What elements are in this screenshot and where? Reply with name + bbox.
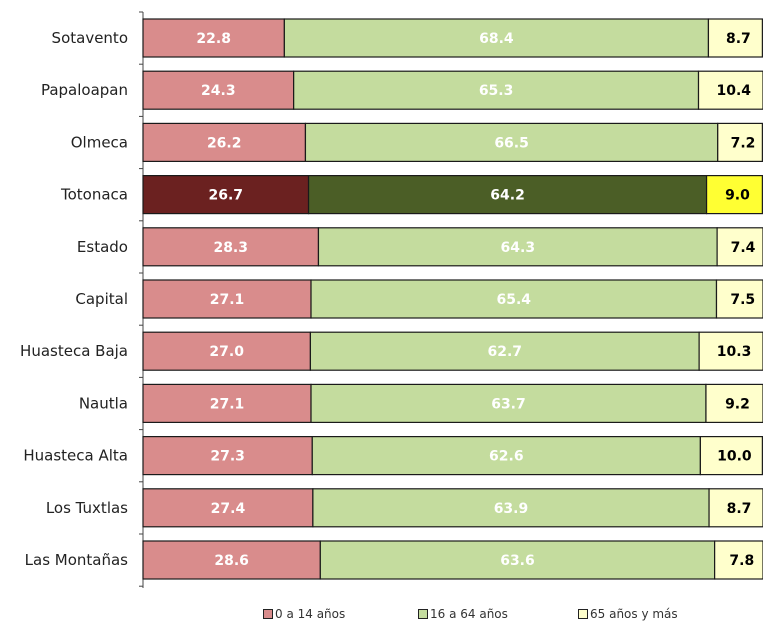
value-label-capital-series-2: 7.5: [730, 292, 755, 308]
category-label-huasteca-baja: Huasteca Baja: [20, 342, 128, 360]
value-label-sotavento-series-1: 68.4: [479, 31, 514, 47]
bar-olmeca-series-0: [142, 122, 307, 163]
value-label-sotavento-series-2: 8.7: [726, 31, 751, 47]
bar-olmeca-series-2: [717, 122, 763, 163]
bar-capital-series-1: [310, 279, 718, 319]
bar-papaloapan-series-2: [697, 70, 763, 110]
value-label-huasteca-baja-series-1: 62.7: [487, 344, 522, 360]
value-label-las-montanas-series-2: 7.8: [729, 553, 754, 569]
value-label-nautla-series-2: 9.2: [725, 396, 750, 412]
value-label-olmeca-series-1: 66.5: [494, 135, 529, 151]
value-label-estado-series-2: 7.4: [731, 240, 756, 256]
value-label-nautla-series-1: 63.7: [491, 396, 526, 412]
bar-huasteca-baja-series-0: [142, 331, 311, 371]
bar-huasteca-baja-series-2: [698, 331, 763, 371]
category-label-estado: Estado: [77, 238, 128, 256]
legend-label-16-64: 16 a 64 años: [430, 607, 508, 621]
legend-label-65-plus: 65 años y más: [590, 607, 678, 621]
value-label-capital-series-0: 27.1: [210, 292, 245, 308]
value-label-sotavento-series-0: 22.8: [196, 31, 231, 47]
value-label-los-tuxtlas-series-1: 63.9: [494, 501, 529, 517]
value-label-papaloapan-series-1: 65.3: [479, 83, 514, 99]
value-label-huasteca-alta-series-0: 27.3: [210, 449, 245, 465]
bar-sotavento-series-1: [283, 18, 710, 58]
value-label-nautla-series-0: 27.1: [210, 396, 245, 412]
value-label-las-montanas-series-0: 28.6: [214, 553, 249, 569]
bar-totonaca-series-0: [142, 175, 310, 215]
legend-item-65-plus: 65 años y más: [578, 607, 678, 621]
bar-nautla-series-0: [142, 383, 312, 423]
legend-item-16-64: 16 a 64 años: [418, 607, 508, 621]
category-label-los-tuxtlas: Los Tuxtlas: [46, 499, 128, 517]
value-label-totonaca-series-0: 26.7: [208, 188, 243, 204]
value-label-huasteca-baja-series-0: 27.0: [209, 344, 244, 360]
category-label-nautla: Nautla: [79, 394, 128, 412]
category-label-sotavento: Sotavento: [52, 29, 128, 47]
value-label-olmeca-series-2: 7.2: [731, 135, 756, 151]
bar-papaloapan-series-0: [142, 70, 295, 110]
value-label-estado-series-0: 28.3: [213, 240, 248, 256]
value-label-papaloapan-series-2: 10.4: [716, 83, 751, 99]
value-label-totonaca-series-1: 64.2: [490, 188, 525, 204]
value-label-huasteca-baja-series-2: 10.3: [717, 344, 752, 360]
value-label-huasteca-alta-series-1: 62.6: [489, 449, 524, 465]
bar-papaloapan-series-1: [293, 70, 700, 110]
bar-nautla-series-2: [705, 383, 763, 423]
value-label-capital-series-1: 65.4: [496, 292, 531, 308]
bar-huasteca-alta-series-2: [699, 436, 763, 476]
legend-swatch-16-64: [418, 609, 428, 619]
value-label-huasteca-alta-series-2: 10.0: [717, 449, 752, 465]
category-label-totonaca: Totonaca: [60, 186, 128, 204]
bar-olmeca-series-1: [304, 122, 719, 163]
value-label-las-montanas-series-1: 63.6: [500, 553, 535, 569]
legend-swatch-0-14: [263, 609, 273, 619]
bar-totonaca-series-2: [705, 175, 763, 215]
bar-totonaca-series-1: [307, 175, 708, 215]
legend: 0 a 14 años 16 a 64 años 65 años y más: [0, 607, 763, 623]
bar-sotavento-series-2: [707, 18, 763, 58]
legend-item-0-14: 0 a 14 años: [263, 607, 345, 621]
value-label-los-tuxtlas-series-2: 8.7: [727, 501, 752, 517]
value-label-estado-series-1: 64.3: [501, 240, 536, 256]
legend-swatch-65-plus: [578, 609, 588, 619]
value-label-totonaca-series-2: 9.0: [725, 188, 750, 204]
bar-las-montanas-series-2: [714, 540, 763, 580]
bar-capital-series-2: [715, 279, 763, 319]
category-label-capital: Capital: [75, 290, 128, 308]
category-label-papaloapan: Papaloapan: [41, 81, 128, 99]
category-label-las-montanas: Las Montañas: [25, 551, 129, 569]
bar-capital-series-0: [142, 279, 312, 319]
category-label-olmeca: Olmeca: [71, 133, 128, 151]
value-label-papaloapan-series-0: 24.3: [201, 83, 236, 99]
legend-label-0-14: 0 a 14 años: [275, 607, 346, 621]
bar-los-tuxtlas-series-0: [142, 488, 314, 528]
value-label-olmeca-series-0: 26.2: [207, 135, 242, 151]
bar-los-tuxtlas-series-1: [312, 488, 710, 528]
bar-las-montanas-series-0: [142, 540, 321, 580]
value-label-los-tuxtlas-series-0: 27.4: [211, 501, 246, 517]
category-label-huasteca-alta: Huasteca Alta: [23, 447, 128, 465]
